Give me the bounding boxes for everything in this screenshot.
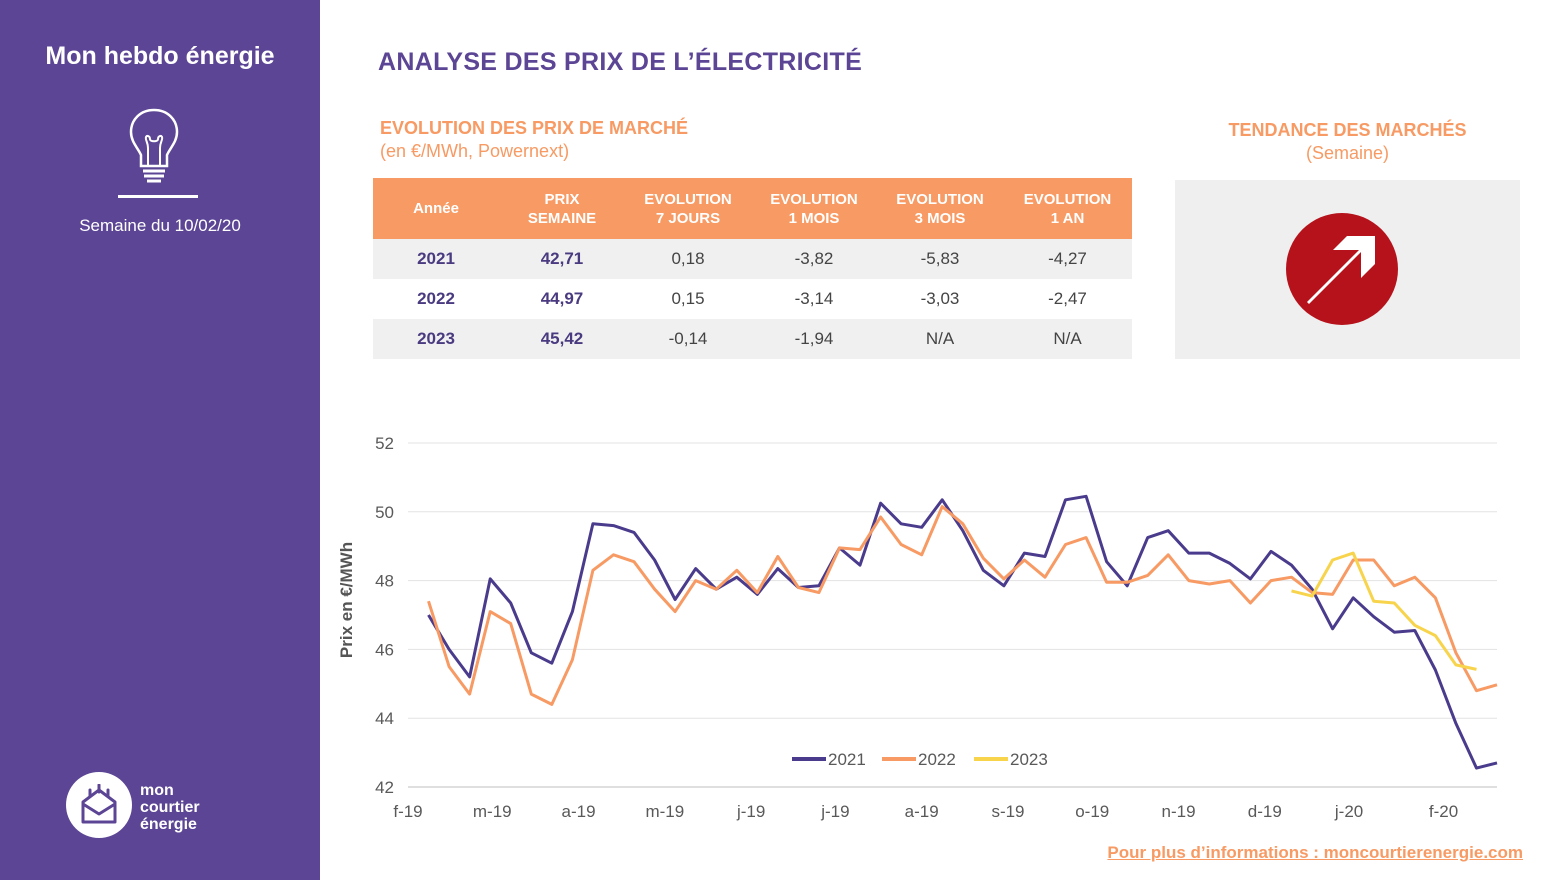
market-title: EVOLUTION DES PRIX DE MARCHÉ [380,118,689,138]
header-line: Année [413,200,459,217]
trend-up-arrow-icon [1286,213,1398,325]
column-header-1-month: EVOLUTION 1 MOIS [751,178,877,239]
header-line: EVOLUTION [1023,190,1112,208]
header-line: EVOLUTION [896,190,984,208]
header-line: EVOLUTION [770,190,858,208]
cell-evolution-1m: -3,82 [751,239,877,279]
cell-year: 2023 [373,319,499,359]
header-line: 7 JOURS [655,209,721,227]
brand-line: énergie [140,816,197,833]
y-tick-label: 50 [375,503,394,522]
cell-price: 44,97 [540,289,584,308]
x-tick-label: a-19 [562,802,596,821]
x-tick-label: j-20 [1334,802,1363,821]
x-tick-label: n-19 [1162,802,1196,821]
header-line: 3 MOIS [914,209,966,227]
x-tick-label: m-19 [645,802,684,821]
cell-evolution-3m: -5,83 [877,239,1003,279]
brand-name: mon courtier énergie [140,782,200,833]
legend-label: 2023 [1010,750,1048,769]
x-tick-label: o-19 [1075,802,1109,821]
lightbulb-icon [129,108,179,183]
x-tick-label: f-19 [393,802,422,821]
cell-evolution-7d: 0,18 [625,239,751,279]
column-header-3-months: EVOLUTION 3 MOIS [877,178,1003,239]
column-header-year: Année [373,178,499,239]
header-line: PRIX [544,190,580,208]
header-line: EVOLUTION [644,190,732,208]
cell-price: 45,42 [499,319,625,359]
header-line: SEMAINE [527,209,597,227]
x-tick-label: a-19 [905,802,939,821]
brand-line: mon [140,782,174,799]
market-unit: (en €/MWh, Powernext) [380,141,570,161]
table-row: 2023 45,42 -0,14 -1,94 N/A N/A [373,319,1132,359]
x-tick-label: j-19 [820,802,849,821]
legend-label: 2022 [918,750,956,769]
legend-label: 2021 [828,750,866,769]
sidebar-notch [320,0,322,378]
cell-evolution-1y: -2,47 [1048,289,1087,308]
cell-evolution-7d: -0,14 [625,319,751,359]
x-tick-label: j-19 [736,802,765,821]
x-tick-label: d-19 [1248,802,1282,821]
sidebar: Mon hebdo énergie Semaine du 10/02/20 mo… [0,0,320,880]
header-line: 1 AN [1050,209,1085,227]
series-line-2022 [427,505,1498,706]
header-line: 1 MOIS [788,209,840,227]
cell-price: 42,71 [499,239,625,279]
cell-evolution-1y: N/A [1003,319,1132,359]
brand-logo [66,772,132,838]
x-tick-label: f-20 [1429,802,1458,821]
table-row: 2022 44,97 0,15 -3,14 -3,03 -2,47 [373,279,1132,319]
cell-year: 2022 [417,289,455,308]
x-tick-label: m-19 [473,802,512,821]
series-line-2021 [427,494,1498,770]
envelope-crown-icon [81,784,117,824]
brand-line: courtier [140,799,200,816]
price-chart: Prix en €/MWh 42 44 46 48 50 52 f-19 m-19 a-19 m… [337,434,1498,821]
week-label: Semaine du 10/02/20 [79,216,241,235]
more-info-link[interactable]: Pour plus d’informations : moncourtieren… [1107,843,1523,862]
sidebar-title: Mon hebdo énergie [45,42,275,70]
cell-evolution-3m: -3,03 [920,289,960,308]
sidebar-divider [118,195,198,198]
cell-evolution-7d: 0,15 [671,289,705,308]
trend-subtitle: (Semaine) [1305,143,1390,163]
cell-evolution-1m: -3,14 [794,289,834,308]
cell-evolution-3m: N/A [877,319,1003,359]
y-tick-label: 52 [375,434,394,453]
y-tick-label: 46 [375,640,394,659]
series-line-2023 [1291,551,1477,671]
cell-year: 2021 [373,239,499,279]
y-axis-label: Prix en €/MWh [337,542,356,658]
table-header-row: Année PRIX SEMAINE EVOLUTION 7 JOURS EVOLU… [373,178,1132,239]
page-title: ANALYSE DES PRIX DE L’ÉLECTRICITÉ [378,48,863,76]
table-row: 2021 42,71 0,18 -3,82 -5,83 -4,27 [373,239,1132,279]
column-header-1-year: EVOLUTION 1 AN [1003,178,1132,239]
cell-evolution-1m: -1,94 [751,319,877,359]
y-tick-label: 48 [375,572,394,591]
price-table: Année PRIX SEMAINE EVOLUTION 7 JOURS EVOLU… [373,178,1132,359]
y-tick-label: 44 [375,709,394,728]
cell-evolution-1y: -4,27 [1003,239,1132,279]
column-header-7-days: EVOLUTION 7 JOURS [625,178,751,239]
x-tick-label: s-19 [991,802,1024,821]
y-tick-label: 42 [375,778,394,797]
trend-title: TENDANCE DES MARCHÉS [1228,120,1467,140]
column-header-price: PRIX SEMAINE [499,178,625,239]
trend-panel [1175,180,1520,359]
